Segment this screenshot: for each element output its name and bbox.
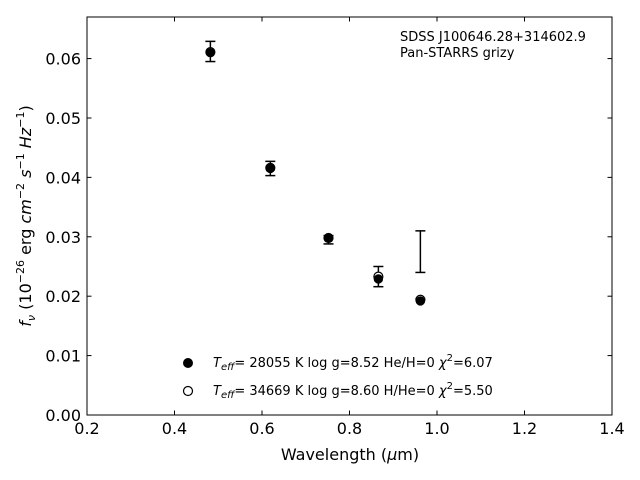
axis-ticks [86, 17, 613, 416]
model-point-filled [373, 274, 384, 284]
x-tick-label: 1.0 [424, 419, 449, 438]
y-tick-label: 0.05 [45, 109, 81, 128]
x-tick-label: 1.2 [512, 419, 537, 438]
y-tick-label: 0.04 [45, 168, 81, 187]
y-tick-label: 0.06 [45, 50, 81, 69]
y-tick-label: 0.03 [45, 228, 81, 247]
legend-label-1: Teff= 28055 K log g=8.52 He/H=0 χ2=6.07 [213, 353, 493, 373]
legend: Teff= 28055 K log g=8.52 He/H=0 χ2=6.07 … [182, 353, 493, 401]
legend-marker-open [182, 385, 194, 397]
x-axis-title: Wavelength (μm) [281, 445, 419, 464]
y-tick-labels: 0.00 0.01 0.02 0.03 0.04 0.05 0.06 [45, 50, 81, 425]
x-tick-label: 0.8 [337, 419, 362, 438]
x-tick-label: 1.4 [599, 419, 624, 438]
error-bar [415, 230, 426, 274]
y-tick-label: 0.00 [45, 406, 81, 425]
x-tick-label: 0.4 [162, 419, 187, 438]
model-point-filled [415, 296, 426, 306]
object-name-annotation: SDSS J100646.28+314602.9 [400, 30, 586, 45]
x-tick-labels: 0.2 0.4 0.6 0.8 1.0 1.2 1.4 [74, 419, 624, 438]
y-tick-label: 0.01 [45, 347, 81, 366]
x-tick-label: 0.2 [74, 419, 99, 438]
legend-marker-filled [183, 358, 193, 368]
y-tick-label: 0.02 [45, 287, 81, 306]
legend-label-2: Teff= 34669 K log g=8.60 H/He=0 χ2=5.50 [213, 381, 493, 401]
x-tick-label: 0.6 [249, 419, 274, 438]
model-point-filled [265, 163, 276, 174]
survey-annotation: Pan-STARRS grizy [400, 46, 515, 61]
model-point-filled [323, 233, 334, 243]
data-points [205, 46, 426, 306]
y-axis-title: fν (10−26 erg cm−2 s−1 Hz−1) [14, 105, 38, 326]
model-point-filled [205, 47, 216, 58]
